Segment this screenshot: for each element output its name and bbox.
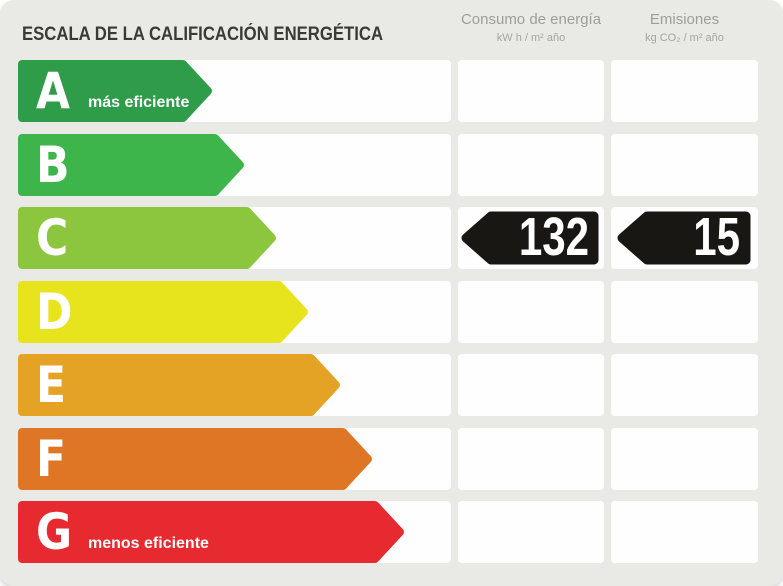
energy-class-letter: C — [36, 209, 69, 267]
energy-class-letter: B — [36, 135, 70, 194]
scale-bar-cell: A más eficiente — [18, 60, 451, 122]
emisiones-cell — [611, 501, 758, 563]
energy-class-letter: A — [36, 62, 71, 120]
scale-row: G menos eficiente — [18, 501, 758, 563]
energy-class-arrow-icon — [18, 133, 244, 196]
energy-class-arrow-icon — [18, 501, 404, 563]
emisiones-value: 15 — [693, 207, 741, 267]
energy-class-letter: E — [36, 356, 67, 414]
consumo-column-header: Consumo de energía kW h / m² año — [458, 11, 604, 46]
scale-row: F — [18, 427, 758, 490]
emisiones-cell — [611, 280, 758, 343]
emisiones-value-pointer: 15 — [617, 207, 753, 267]
energy-class-arrow-icon — [18, 427, 372, 490]
scale-row: B — [18, 133, 758, 196]
energy-class-arrow-icon — [18, 60, 212, 122]
consumo-header-title: Consumo de energía — [460, 11, 602, 28]
energy-class-letter: G — [36, 503, 73, 561]
emisiones-cell — [611, 60, 758, 122]
efficiency-label: más eficiente — [88, 94, 190, 111]
consumo-cell — [458, 354, 604, 416]
left-arrow-pointer-icon — [461, 211, 599, 265]
consumo-cell: 132 — [458, 207, 604, 269]
page-title: ESCALA DE LA CALIFICACIÓN ENERGÉTICA — [22, 24, 384, 45]
consumo-cell — [458, 133, 604, 196]
energy-class-arrow-icon — [18, 280, 308, 343]
left-arrow-pointer-icon — [617, 211, 750, 265]
emisiones-header-title: Emisiones — [649, 11, 720, 28]
consumo-cell — [458, 501, 604, 563]
emisiones-cell: 15 — [611, 207, 758, 269]
scale-row: C 132 15 — [18, 207, 758, 269]
energy-class-arrow-icon — [18, 354, 340, 416]
scale-bar-cell: F — [18, 427, 451, 490]
consumo-cell — [458, 60, 604, 122]
consumo-cell — [458, 280, 604, 343]
consumo-header-unit: kW h / m² año — [496, 31, 566, 44]
scale-row: A más eficiente — [18, 60, 758, 122]
emisiones-cell — [611, 133, 758, 196]
consumo-cell — [458, 427, 604, 490]
scale-bar-cell: G menos eficiente — [18, 501, 451, 563]
scale-rows: A más eficiente B C 132 15 — [18, 60, 758, 563]
emisiones-cell — [611, 354, 758, 416]
energy-class-arrow-icon — [18, 207, 276, 269]
efficiency-label: menos eficiente — [88, 535, 209, 552]
emisiones-header-unit: kg CO₂ / m² año — [645, 31, 724, 44]
scale-bar-cell: D — [18, 280, 451, 343]
energy-class-letter: D — [36, 282, 73, 341]
consumo-value: 132 — [518, 207, 589, 267]
emisiones-column-header: Emisiones kg CO₂ / m² año — [611, 11, 758, 46]
scale-bar-cell: B — [18, 133, 451, 196]
energy-class-letter: F — [36, 429, 67, 488]
emisiones-cell — [611, 427, 758, 490]
scale-bar-cell: C — [18, 207, 451, 269]
scale-row: D — [18, 280, 758, 343]
scale-bar-cell: E — [18, 354, 451, 416]
scale-row: E — [18, 354, 758, 416]
consumo-value-pointer: 132 — [461, 207, 601, 267]
